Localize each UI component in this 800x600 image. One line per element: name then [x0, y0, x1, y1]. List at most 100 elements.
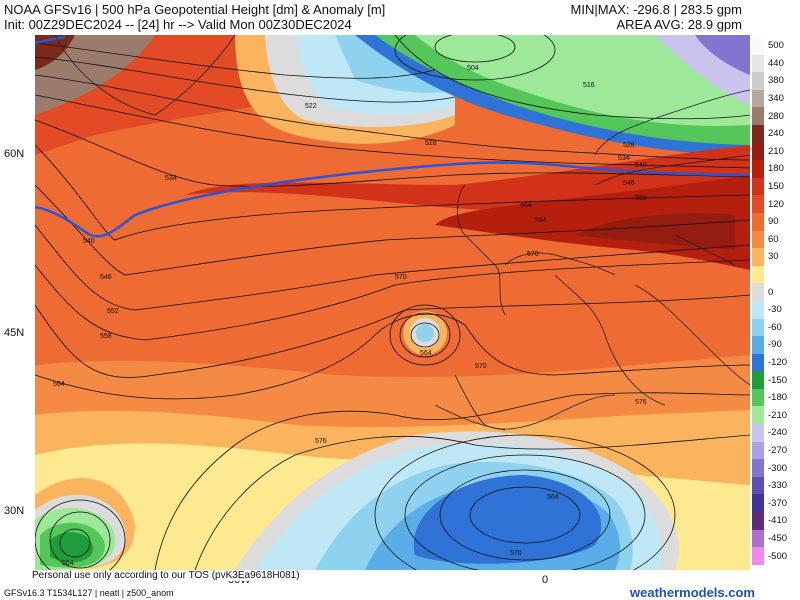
- contour-label: 564: [520, 202, 532, 209]
- legend-label: -120: [768, 356, 788, 368]
- contour-label: 534: [165, 175, 177, 182]
- legend-swatch: [752, 142, 764, 161]
- legend-swatch: [752, 265, 764, 284]
- legend-swatch: [752, 37, 764, 55]
- legend-swatch: [752, 459, 764, 477]
- legend-row: 280: [752, 107, 800, 125]
- legend-swatch: [752, 547, 764, 565]
- site-link[interactable]: weathermodels.com: [630, 585, 755, 600]
- legend-label: 60: [768, 233, 779, 245]
- contour-label: 564: [535, 217, 547, 224]
- contour-label: 570: [510, 550, 522, 557]
- legend-row: 30: [752, 248, 800, 266]
- contour-label: 546: [623, 180, 635, 187]
- legend-label: 280: [768, 110, 784, 122]
- legend-swatch: [752, 336, 764, 354]
- legend-row: -410: [752, 512, 800, 530]
- legend-label: 180: [768, 163, 784, 175]
- legend-row: -270: [752, 441, 800, 460]
- legend-label: -90: [768, 339, 782, 351]
- legend-swatch: [752, 318, 764, 337]
- legend-swatch: [752, 89, 764, 108]
- legend-label: -150: [768, 374, 788, 386]
- legend-row: -90: [752, 336, 800, 354]
- legend-swatch: [752, 441, 764, 460]
- blue-contour-nw: [35, 35, 66, 45]
- legend-row: 440: [752, 54, 800, 73]
- legend-label: 380: [768, 75, 784, 87]
- model-info: GFSv16.3 T1534L127 | neatl | z500_anom: [4, 588, 174, 598]
- anomaly-map[interactable]: 504 516 522 528 534 540 546 552 558 564 …: [35, 35, 750, 570]
- contour-label: 528: [623, 142, 635, 149]
- legend-label: 120: [768, 198, 784, 210]
- legend-row: -120: [752, 353, 800, 372]
- area-average-readout: AREA AVG: 28.9 gpm: [616, 17, 743, 32]
- legend-label: 150: [768, 181, 784, 193]
- legend-swatch: [752, 476, 764, 495]
- legend-label: 500: [768, 40, 784, 52]
- lat-label: 60N: [4, 148, 25, 160]
- legend-row: 90: [752, 212, 800, 231]
- legend-swatch: [752, 54, 764, 73]
- legend-label: -330: [768, 480, 788, 492]
- legend-label: -500: [768, 550, 788, 562]
- legend-swatch: [752, 512, 764, 530]
- legend-row: 180: [752, 160, 800, 178]
- legend-label: 210: [768, 145, 784, 157]
- contour-label: 564: [53, 381, 65, 388]
- contour-label: 576: [635, 399, 647, 406]
- legend-label: 240: [768, 128, 784, 140]
- legend-row: -60: [752, 318, 800, 337]
- legend-label: -30: [768, 304, 782, 316]
- legend-row: -300: [752, 459, 800, 477]
- legend-row: 380: [752, 72, 800, 90]
- legend-row: 500: [752, 37, 800, 55]
- legend-row: 210: [752, 142, 800, 161]
- legend-row: 340: [752, 89, 800, 108]
- contour-label: 540: [635, 162, 647, 169]
- contour-label: 570: [527, 251, 539, 258]
- lat-label: 30N: [4, 505, 25, 517]
- legend-swatch: [752, 124, 764, 143]
- legend-row: [752, 265, 800, 284]
- legend-row: 120: [752, 195, 800, 213]
- contour-label: 558: [635, 195, 647, 202]
- contour-label: 522: [305, 103, 317, 110]
- legend-row: -180: [752, 388, 800, 407]
- contour-label: 528: [425, 140, 437, 147]
- legend-swatch: [752, 300, 764, 319]
- legend-swatch: [752, 283, 764, 301]
- legend-label: 30: [768, 251, 779, 263]
- contour-label: 576: [315, 438, 327, 445]
- legend-label: -180: [768, 392, 788, 404]
- legend-swatch: [752, 248, 764, 266]
- lat-label: 45N: [4, 327, 25, 339]
- legend-swatch: [752, 212, 764, 231]
- init-valid-time: Init: 00Z29DEC2024 -- [24] hr --> Valid …: [4, 17, 352, 32]
- contour-label: 516: [583, 82, 595, 89]
- contour-label: 540: [83, 238, 95, 245]
- legend-swatch: [752, 72, 764, 90]
- contour-label: 546: [100, 274, 112, 281]
- contour-label: 564: [420, 350, 432, 357]
- legend-row: -210: [752, 406, 800, 425]
- legend-row: -150: [752, 371, 800, 389]
- legend-swatch: [752, 107, 764, 125]
- legend-row: -30: [752, 300, 800, 319]
- blue-contour: [35, 161, 750, 238]
- legend-row: 0: [752, 283, 800, 301]
- contour-label: 504: [467, 65, 479, 72]
- legend-label: 440: [768, 57, 784, 69]
- legend-swatch: [752, 353, 764, 372]
- contour-label: 564: [62, 560, 74, 567]
- contour-label: 558: [100, 333, 112, 340]
- legend-row: -500: [752, 547, 800, 565]
- legend-swatch: [752, 406, 764, 425]
- coastlines: [54, 35, 750, 431]
- legend-label: 340: [768, 93, 784, 105]
- legend-swatch: [752, 177, 764, 196]
- legend-swatch: [752, 388, 764, 407]
- color-legend: 500 440 380 340 280 240 210 180 150 120 90 60 30 0 -30…: [752, 37, 800, 565]
- legend-swatch: [752, 371, 764, 389]
- contour-label: 564: [547, 494, 559, 501]
